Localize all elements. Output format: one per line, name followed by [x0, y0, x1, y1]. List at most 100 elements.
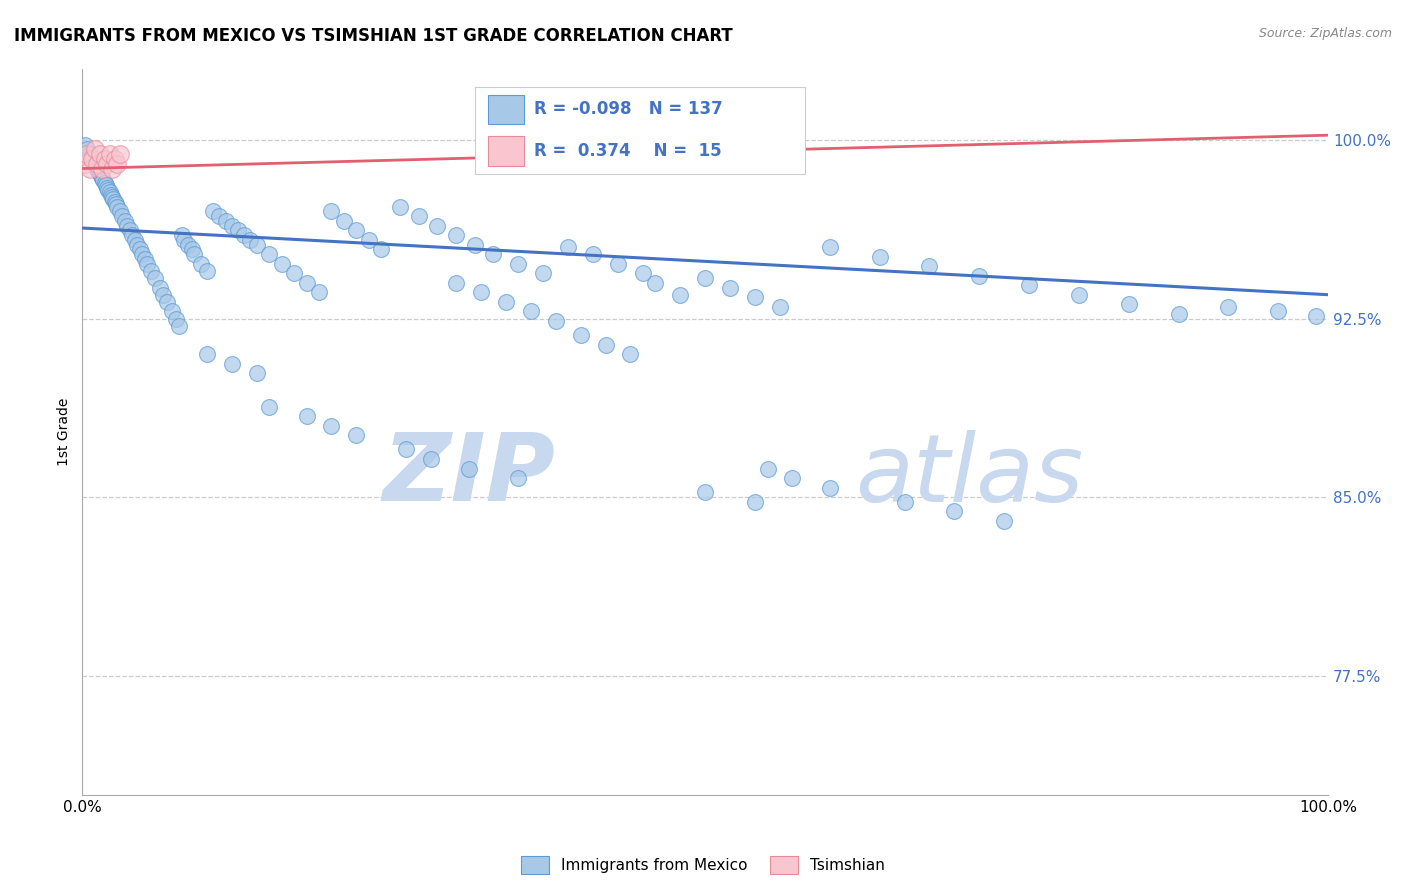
- Point: [148, 280, 170, 294]
- Point: [246, 237, 269, 252]
- Point: [190, 257, 212, 271]
- Point: [333, 214, 356, 228]
- Point: [1067, 287, 1090, 301]
- Point: [520, 304, 543, 318]
- Point: [101, 190, 124, 204]
- Point: [73, 137, 96, 152]
- Point: [470, 285, 492, 300]
- Point: [108, 204, 131, 219]
- Point: [1267, 304, 1289, 318]
- Point: [104, 194, 127, 209]
- Point: [128, 243, 150, 257]
- Legend: Immigrants from Mexico, Tsimshian: Immigrants from Mexico, Tsimshian: [515, 850, 891, 880]
- Point: [202, 204, 225, 219]
- Point: [105, 200, 128, 214]
- Point: [73, 157, 96, 171]
- Text: atlas: atlas: [855, 430, 1083, 521]
- Point: [918, 259, 941, 273]
- Point: [557, 240, 579, 254]
- Point: [118, 223, 141, 237]
- Point: [233, 228, 256, 243]
- Point: [173, 233, 195, 247]
- Point: [695, 271, 717, 285]
- Point: [1118, 297, 1140, 311]
- Point: [100, 187, 122, 202]
- Point: [214, 214, 236, 228]
- Point: [619, 347, 641, 361]
- Point: [582, 247, 605, 261]
- Point: [344, 428, 367, 442]
- Point: [295, 276, 318, 290]
- Text: ZIP: ZIP: [382, 429, 555, 521]
- Point: [818, 481, 841, 495]
- Point: [308, 285, 330, 300]
- Point: [89, 166, 111, 180]
- Point: [108, 147, 131, 161]
- Point: [769, 300, 792, 314]
- Point: [96, 157, 118, 171]
- Point: [97, 183, 120, 197]
- Point: [321, 204, 343, 219]
- Point: [208, 209, 231, 223]
- Point: [170, 228, 193, 243]
- Point: [1218, 300, 1240, 314]
- Point: [84, 159, 107, 173]
- Point: [143, 271, 166, 285]
- Point: [96, 180, 118, 194]
- Point: [756, 461, 779, 475]
- Point: [103, 193, 125, 207]
- Point: [270, 257, 292, 271]
- Point: [321, 418, 343, 433]
- Point: [91, 171, 114, 186]
- Point: [165, 311, 187, 326]
- Point: [83, 157, 105, 171]
- Point: [569, 328, 592, 343]
- Point: [869, 250, 891, 264]
- Point: [718, 280, 741, 294]
- Point: [408, 209, 430, 223]
- Point: [508, 257, 530, 271]
- Point: [388, 200, 411, 214]
- Point: [124, 233, 146, 247]
- Point: [104, 197, 127, 211]
- Point: [395, 442, 418, 457]
- Point: [744, 290, 766, 304]
- Point: [1305, 309, 1327, 323]
- Point: [83, 143, 105, 157]
- Point: [105, 157, 128, 171]
- Point: [744, 495, 766, 509]
- Point: [86, 161, 108, 176]
- Point: [295, 409, 318, 424]
- Point: [90, 169, 112, 183]
- Point: [1018, 278, 1040, 293]
- Text: Source: ZipAtlas.com: Source: ZipAtlas.com: [1258, 27, 1392, 40]
- Point: [239, 233, 262, 247]
- Point: [87, 164, 110, 178]
- Point: [82, 152, 104, 166]
- Point: [246, 366, 269, 380]
- Point: [111, 209, 134, 223]
- Point: [136, 257, 159, 271]
- Point: [121, 228, 143, 243]
- Point: [782, 471, 804, 485]
- Point: [993, 514, 1015, 528]
- Point: [79, 147, 101, 161]
- Point: [444, 228, 467, 243]
- Point: [420, 452, 443, 467]
- Point: [131, 247, 153, 261]
- Point: [257, 247, 280, 261]
- Point: [893, 495, 915, 509]
- Point: [114, 214, 136, 228]
- Point: [464, 237, 486, 252]
- Point: [607, 257, 630, 271]
- Point: [152, 287, 174, 301]
- Point: [482, 247, 505, 261]
- Point: [508, 471, 530, 485]
- Point: [115, 219, 138, 233]
- Point: [818, 240, 841, 254]
- Point: [91, 161, 114, 176]
- Point: [169, 318, 191, 333]
- Point: [93, 176, 115, 190]
- Point: [195, 264, 218, 278]
- Point: [226, 223, 249, 237]
